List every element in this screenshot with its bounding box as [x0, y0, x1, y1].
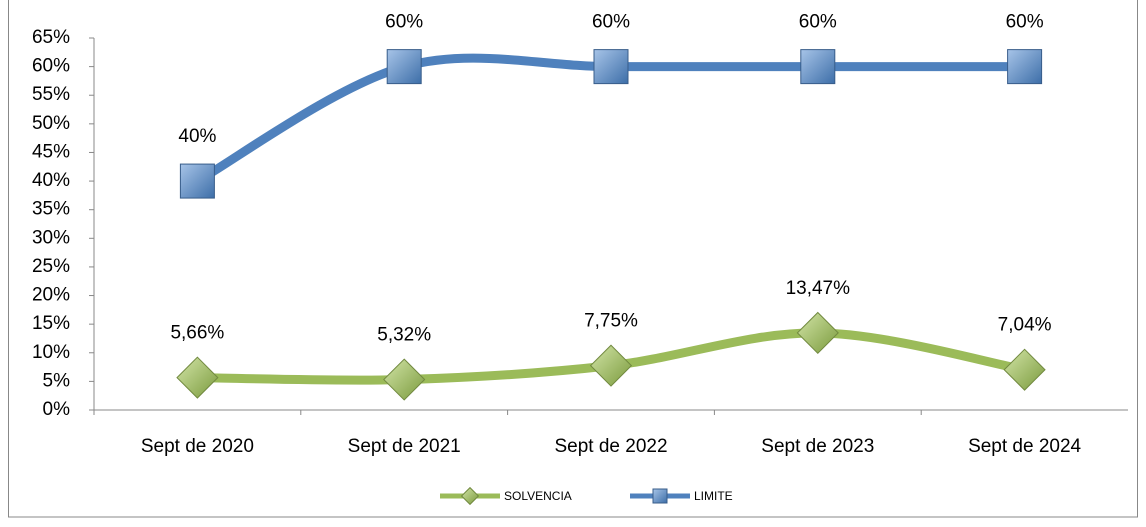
chart-border	[8, 0, 1138, 518]
x-tick-label: Sept de 2021	[348, 436, 461, 457]
legend-marker	[652, 488, 668, 504]
data-label: 13,47%	[786, 278, 851, 299]
legend-marker	[460, 486, 480, 506]
data-point	[800, 49, 836, 85]
y-tick-label: 55%	[32, 84, 70, 105]
data-point	[179, 163, 215, 199]
y-tick-label: 0%	[43, 399, 71, 420]
x-tick-label: Sept de 2023	[761, 436, 874, 457]
data-point	[589, 344, 633, 387]
x-tick-label: Sept de 2020	[141, 436, 254, 457]
x-tick-label: Sept de 2024	[968, 436, 1081, 457]
y-tick-label: 45%	[32, 141, 70, 162]
data-point	[386, 49, 422, 85]
data-point	[796, 311, 839, 355]
legend-label: LIMITE	[694, 489, 733, 503]
data-label: 60%	[799, 12, 837, 33]
y-tick-label: 65%	[32, 27, 70, 48]
y-tick-label: 10%	[32, 342, 70, 363]
data-label: 5,66%	[170, 323, 224, 344]
data-point	[1003, 348, 1046, 391]
data-label: 60%	[385, 12, 423, 33]
y-tick-label: 60%	[32, 56, 70, 77]
y-tick-label: 5%	[43, 370, 71, 391]
legend-label: SOLVENCIA	[504, 489, 572, 503]
y-tick-label: 15%	[32, 313, 70, 334]
data-point	[593, 49, 629, 85]
y-tick-label: 30%	[32, 227, 70, 248]
data-label: 7,75%	[584, 311, 638, 332]
y-tick-label: 25%	[32, 256, 70, 277]
x-tick-label: Sept de 2022	[554, 436, 667, 457]
data-point	[383, 358, 426, 401]
y-tick-label: 50%	[32, 113, 70, 134]
data-point	[1007, 49, 1043, 85]
data-point	[176, 356, 219, 399]
data-label: 40%	[178, 126, 216, 147]
data-label: 60%	[592, 12, 630, 33]
y-tick-label: 35%	[32, 199, 70, 220]
data-label: 5,32%	[377, 325, 431, 346]
data-label: 7,04%	[998, 315, 1052, 336]
y-tick-label: 40%	[32, 170, 70, 191]
data-label: 60%	[1006, 12, 1044, 33]
y-tick-label: 20%	[32, 285, 70, 306]
